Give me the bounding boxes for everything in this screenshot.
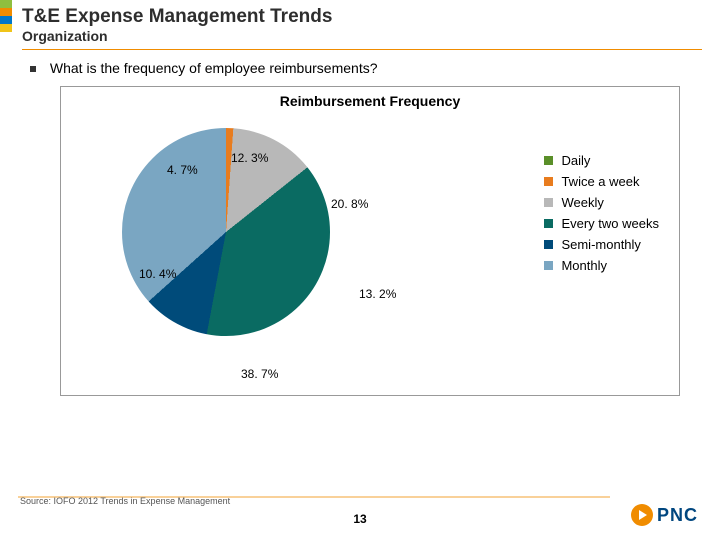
pie-data-label: 12. 3% <box>231 151 268 165</box>
chart-title: Reimbursement Frequency <box>61 87 679 109</box>
legend-item: Weekly <box>544 195 659 210</box>
pie-data-label: 38. 7% <box>241 367 278 381</box>
question-row: What is the frequency of employee reimbu… <box>0 50 720 82</box>
legend-label: Weekly <box>561 195 603 210</box>
legend-label: Twice a week <box>561 174 639 189</box>
legend-item: Every two weeks <box>544 216 659 231</box>
page-title: T&E Expense Management Trends <box>22 6 702 28</box>
source-citation: Source: IOFO 2012 Trends in Expense Mana… <box>20 496 230 506</box>
pie-data-label: 4. 7% <box>167 163 198 177</box>
legend-label: Daily <box>561 153 590 168</box>
question-text: What is the frequency of employee reimbu… <box>50 60 378 76</box>
bullet-icon <box>30 66 36 72</box>
accent-color-bar <box>0 0 12 32</box>
logo-text: PNC <box>657 505 698 526</box>
chart-container: Reimbursement Frequency 12. 3% 20. 8% 13. … <box>60 86 680 396</box>
brand-logo: PNC <box>631 504 698 526</box>
legend-label: Monthly <box>561 258 607 273</box>
legend-swatch <box>544 240 553 249</box>
legend-item: Semi-monthly <box>544 237 659 252</box>
pie-data-label: 20. 8% <box>331 197 368 211</box>
legend-item: Daily <box>544 153 659 168</box>
legend-swatch <box>544 177 553 186</box>
legend-swatch <box>544 261 553 270</box>
pie-graphic <box>121 127 331 337</box>
legend-label: Semi-monthly <box>561 237 640 252</box>
pie-chart: 12. 3%20. 8%13. 2%38. 7%10. 4%4. 7% <box>121 127 331 337</box>
legend-label: Every two weeks <box>561 216 659 231</box>
page-number: 13 <box>353 512 366 526</box>
legend-item: Monthly <box>544 258 659 273</box>
legend-swatch <box>544 156 553 165</box>
pie-data-label: 10. 4% <box>139 267 176 281</box>
slide-header: T&E Expense Management Trends Organizati… <box>0 0 720 46</box>
page-subtitle: Organization <box>22 28 702 44</box>
legend-swatch <box>544 219 553 228</box>
logo-icon <box>631 504 653 526</box>
legend-swatch <box>544 198 553 207</box>
pie-data-label: 13. 2% <box>359 287 396 301</box>
chart-legend: Daily Twice a week Weekly Every two weeks Se… <box>544 147 659 279</box>
legend-item: Twice a week <box>544 174 659 189</box>
